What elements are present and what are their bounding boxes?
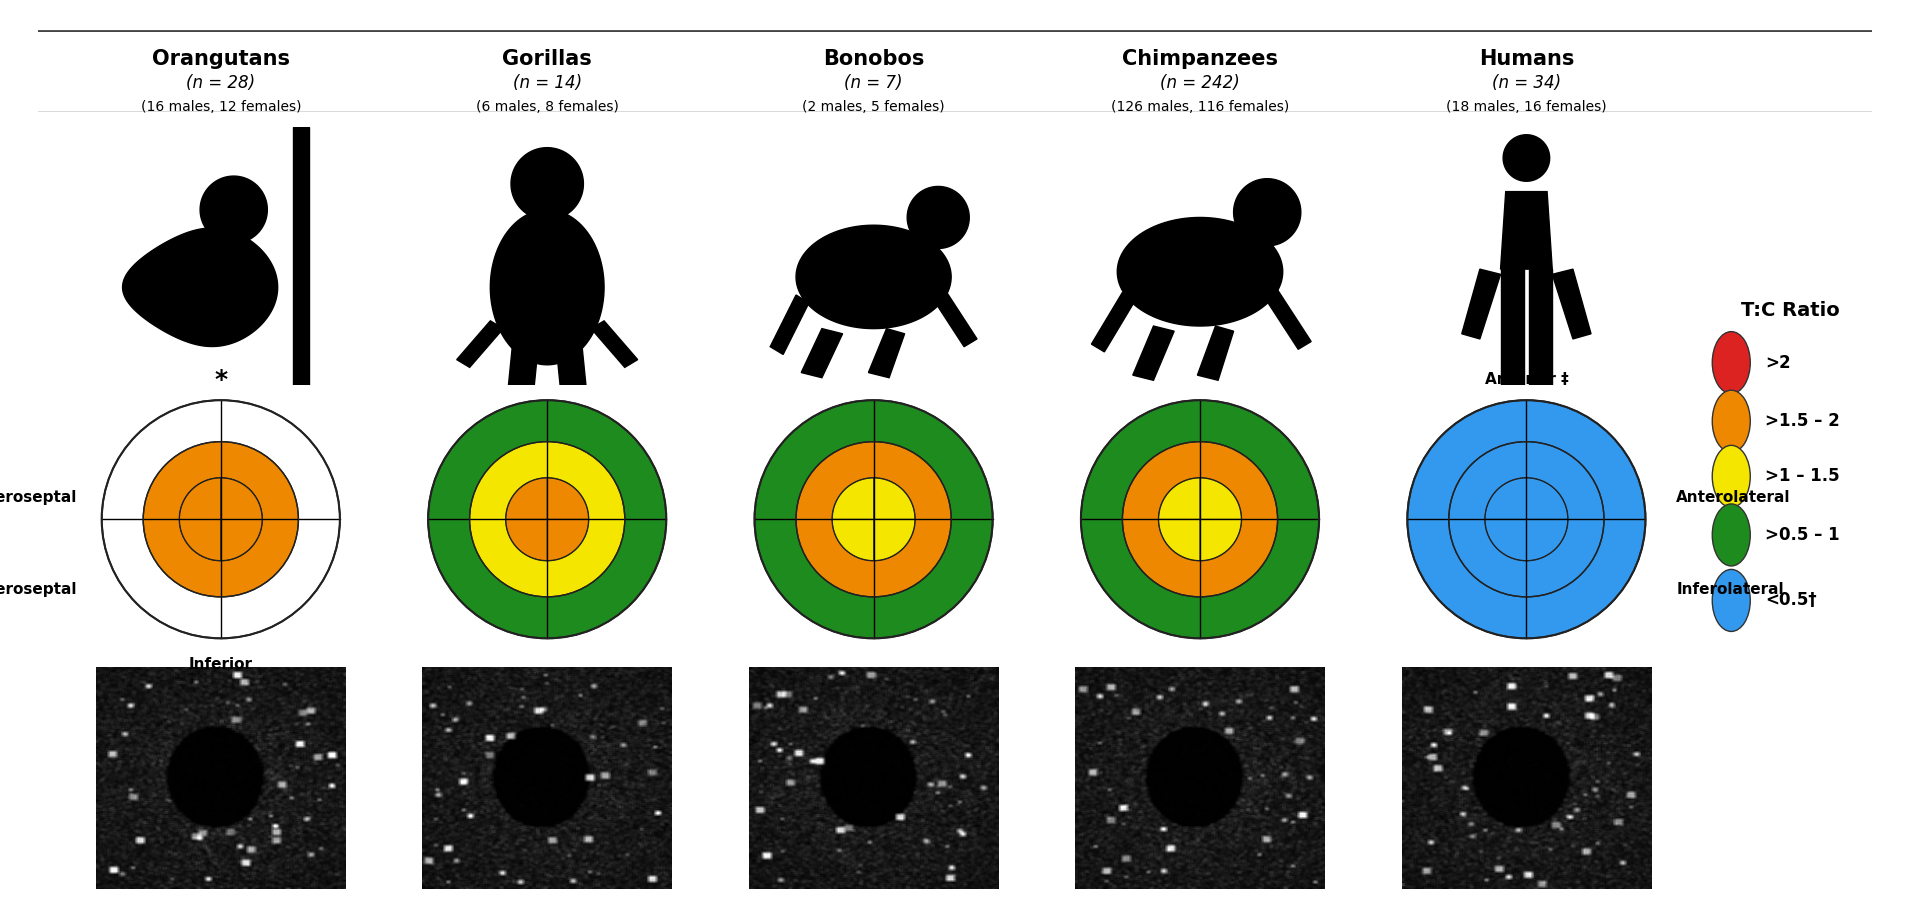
Polygon shape: [931, 288, 977, 346]
Text: (n = 7): (n = 7): [845, 74, 902, 93]
Ellipse shape: [428, 400, 666, 639]
Text: Anteroseptal: Anteroseptal: [0, 490, 77, 504]
Ellipse shape: [1123, 442, 1277, 597]
Polygon shape: [200, 176, 267, 243]
Polygon shape: [547, 478, 589, 519]
Polygon shape: [457, 321, 503, 367]
Polygon shape: [490, 210, 605, 365]
Ellipse shape: [470, 442, 624, 597]
Text: >1 – 1.5: >1 – 1.5: [1764, 467, 1839, 485]
Polygon shape: [555, 334, 586, 385]
Text: Gorillas: Gorillas: [503, 49, 591, 69]
Polygon shape: [1200, 519, 1242, 561]
Text: (18 males, 16 females): (18 males, 16 females): [1446, 100, 1607, 114]
Polygon shape: [874, 478, 916, 519]
Polygon shape: [1091, 292, 1135, 352]
Circle shape: [1713, 445, 1751, 507]
Polygon shape: [505, 478, 547, 519]
Circle shape: [1713, 570, 1751, 631]
Ellipse shape: [144, 442, 298, 597]
Polygon shape: [797, 225, 950, 328]
Text: >0.5 – 1: >0.5 – 1: [1764, 526, 1839, 544]
Polygon shape: [1551, 269, 1592, 339]
Polygon shape: [221, 519, 263, 561]
Polygon shape: [221, 478, 263, 561]
Polygon shape: [1484, 519, 1526, 561]
Polygon shape: [908, 187, 970, 249]
Text: (6 males, 8 females): (6 males, 8 females): [476, 100, 618, 114]
Ellipse shape: [797, 442, 950, 597]
Polygon shape: [874, 519, 916, 561]
Circle shape: [1713, 504, 1751, 566]
Polygon shape: [509, 334, 540, 385]
Text: Inferior: Inferior: [188, 657, 253, 672]
Polygon shape: [1265, 290, 1311, 349]
Circle shape: [1713, 332, 1751, 394]
Polygon shape: [221, 478, 263, 519]
Polygon shape: [505, 519, 547, 561]
Text: (2 males, 5 females): (2 males, 5 females): [803, 100, 945, 114]
Ellipse shape: [1407, 400, 1645, 639]
Text: Bonobos: Bonobos: [824, 49, 924, 69]
Polygon shape: [1117, 218, 1283, 326]
Polygon shape: [801, 328, 843, 377]
Polygon shape: [1200, 478, 1242, 519]
Ellipse shape: [1450, 442, 1603, 597]
Text: Anterior ‡: Anterior ‡: [1484, 372, 1569, 387]
Text: Orangutans: Orangutans: [152, 49, 290, 69]
Text: Humans: Humans: [1478, 49, 1574, 69]
Text: Chimpanzees: Chimpanzees: [1121, 49, 1279, 69]
Polygon shape: [1501, 191, 1551, 269]
Polygon shape: [831, 519, 874, 561]
Polygon shape: [1484, 478, 1526, 519]
Text: >2: >2: [1764, 354, 1791, 372]
Polygon shape: [1526, 478, 1569, 519]
Text: (n = 28): (n = 28): [186, 74, 255, 93]
Text: <0.5†: <0.5†: [1764, 591, 1816, 610]
Text: Inferoseptal: Inferoseptal: [0, 582, 77, 597]
Polygon shape: [1133, 326, 1175, 380]
Polygon shape: [179, 519, 221, 561]
Polygon shape: [1501, 269, 1524, 385]
Ellipse shape: [102, 400, 340, 639]
Polygon shape: [511, 148, 584, 220]
Ellipse shape: [1081, 400, 1319, 639]
Polygon shape: [868, 328, 904, 377]
Text: Inferolateral: Inferolateral: [1676, 582, 1784, 597]
Circle shape: [1713, 390, 1751, 453]
Polygon shape: [1158, 519, 1200, 561]
Polygon shape: [831, 478, 874, 519]
Text: *: *: [215, 368, 227, 392]
Polygon shape: [547, 519, 589, 561]
Text: (n = 242): (n = 242): [1160, 74, 1240, 93]
Text: (n = 34): (n = 34): [1492, 74, 1561, 93]
Polygon shape: [1503, 135, 1549, 181]
Polygon shape: [179, 478, 221, 561]
Polygon shape: [1528, 269, 1551, 385]
Polygon shape: [1158, 478, 1200, 519]
Polygon shape: [1526, 519, 1569, 561]
Polygon shape: [591, 321, 637, 367]
Polygon shape: [123, 228, 278, 346]
Polygon shape: [1198, 326, 1235, 380]
Text: T:C Ratio: T:C Ratio: [1741, 300, 1839, 319]
Text: >1.5 – 2: >1.5 – 2: [1764, 412, 1839, 430]
Text: (16 males, 12 females): (16 males, 12 females): [140, 100, 301, 114]
Polygon shape: [179, 478, 221, 519]
Polygon shape: [1461, 269, 1501, 339]
Ellipse shape: [755, 400, 993, 639]
Text: (126 males, 116 females): (126 males, 116 females): [1112, 100, 1288, 114]
Text: (n = 14): (n = 14): [513, 74, 582, 93]
Polygon shape: [294, 127, 309, 385]
Text: Anterolateral: Anterolateral: [1676, 490, 1791, 504]
Polygon shape: [770, 295, 808, 355]
Polygon shape: [1235, 179, 1302, 246]
